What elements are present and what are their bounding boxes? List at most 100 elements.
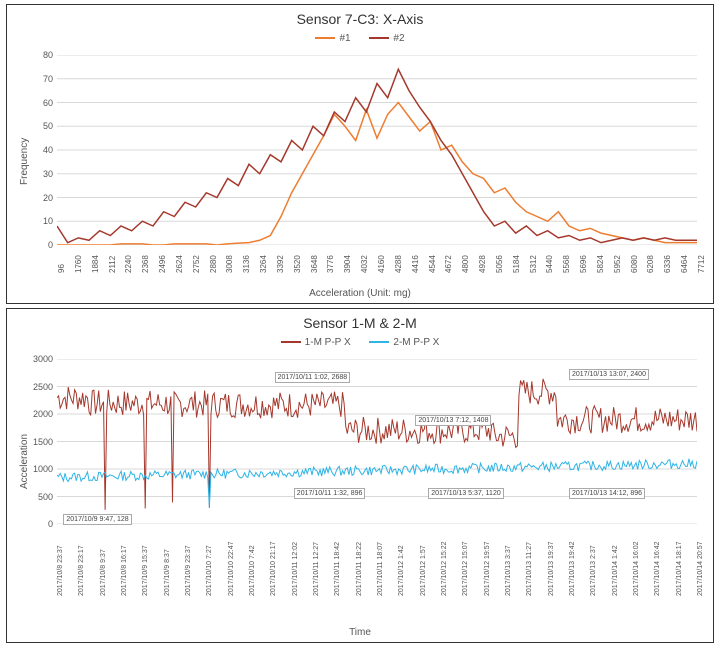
ytick: 50 [25, 121, 53, 131]
ytick: 20 [25, 193, 53, 203]
chart2-legend-item-2: 2-M P-P X [369, 337, 439, 348]
xtick: 5568 [562, 255, 571, 273]
xtick: 2017/10/11 18:22 [356, 542, 363, 596]
legend-swatch-2 [369, 37, 389, 39]
xtick: 7712 [697, 255, 706, 273]
xtick: 4672 [444, 255, 453, 273]
xtick: 5696 [579, 255, 588, 273]
callout: 2017/10/11 1:02, 2688 [275, 372, 351, 383]
legend-swatch-1 [281, 341, 301, 343]
chart1-title: Sensor 7-C3: X-Axis [7, 5, 713, 27]
xtick: 4032 [360, 255, 369, 273]
xtick: 2017/10/12 19:57 [484, 542, 491, 597]
xtick: 2017/10/8 9:37 [100, 549, 107, 596]
xtick: 5184 [512, 255, 521, 273]
xtick: 2017/10/12 1:57 [420, 545, 427, 596]
xtick: 3136 [242, 255, 251, 273]
xtick: 4416 [411, 255, 420, 273]
xtick: 96 [57, 264, 66, 273]
legend-label-1: 1-M P-P X [305, 337, 351, 348]
xtick: 2017/10/13 19:37 [548, 542, 555, 597]
xtick: 2017/10/13 11:27 [526, 542, 533, 596]
legend-swatch-2 [369, 341, 389, 343]
chart2-svg [57, 359, 697, 524]
xtick: 2017/10/9 8:37 [164, 549, 171, 596]
xtick: 2017/10/13 2:37 [590, 545, 597, 596]
chart1-legend-item-1: #1 [315, 33, 350, 44]
chart1-panel: Sensor 7-C3: X-Axis #1 #2 Frequency 0102… [6, 4, 714, 304]
chart2-panel: Sensor 1-M & 2-M 1-M P-P X 2-M P-P X Acc… [6, 308, 714, 643]
xtick: 6080 [630, 255, 639, 273]
callout: 2017/10/13 5:37, 1120 [428, 488, 504, 499]
callout: 2017/10/13 13:07, 2400 [569, 369, 649, 380]
xtick: 2240 [124, 255, 133, 273]
chart2-legend: 1-M P-P X 2-M P-P X [7, 331, 713, 352]
xtick: 2752 [192, 255, 201, 273]
xtick: 2496 [158, 255, 167, 273]
xtick: 2017/10/14 1:42 [612, 545, 619, 596]
xtick: 4928 [478, 255, 487, 273]
ytick: 2000 [25, 409, 53, 419]
xtick: 4160 [377, 255, 386, 273]
ytick: 500 [25, 492, 53, 502]
xtick: 3776 [326, 255, 335, 273]
callout: 2017/10/11 1:32, 896 [294, 488, 366, 499]
xtick: 2017/10/9 15:37 [142, 545, 149, 596]
xtick: 2112 [108, 256, 117, 273]
chart2-title: Sensor 1-M & 2-M [7, 309, 713, 331]
chart1-plot [57, 55, 697, 245]
xtick: 2017/10/8 23:17 [78, 545, 85, 596]
chart2-plot: 2017/10/11 1:02, 26882017/10/13 7:12, 14… [57, 359, 697, 524]
chart1-legend: #1 #2 [7, 27, 713, 48]
ytick: 10 [25, 216, 53, 226]
xtick: 2017/10/8 16:17 [121, 545, 128, 596]
xtick: 2017/10/11 18:07 [377, 542, 384, 596]
xtick: 2017/10/10 7:42 [249, 545, 256, 596]
xtick: 3264 [259, 255, 268, 273]
callout: 2017/10/13 14:12, 896 [569, 488, 645, 499]
chart1-svg [57, 55, 697, 245]
ytick: 1500 [25, 437, 53, 447]
xtick: 2017/10/14 16:42 [654, 542, 661, 597]
xtick: 2017/10/11 12:27 [313, 542, 320, 596]
xtick: 6208 [646, 255, 655, 273]
ytick: 60 [25, 98, 53, 108]
xtick: 2017/10/12 15:22 [441, 542, 448, 597]
legend-swatch-1 [315, 37, 335, 39]
xtick: 2017/10/13 3:37 [505, 545, 512, 596]
xtick: 2017/10/14 16:02 [633, 542, 640, 597]
chart1-legend-item-2: #2 [369, 33, 404, 44]
xtick: 2017/10/8 23:37 [57, 545, 64, 596]
chart2-legend-item-1: 1-M P-P X [281, 337, 351, 348]
ytick: 2500 [25, 382, 53, 392]
ytick: 1000 [25, 464, 53, 474]
xtick: 2368 [141, 255, 150, 273]
xtick: 3648 [310, 255, 319, 273]
xtick: 3520 [293, 255, 302, 273]
ytick: 80 [25, 50, 53, 60]
xtick: 2624 [175, 255, 184, 273]
xtick: 2017/10/14 20:57 [697, 542, 704, 597]
ytick: 0 [25, 240, 53, 250]
xtick: 5312 [529, 255, 538, 273]
xtick: 4288 [394, 255, 403, 273]
xtick: 2017/10/10 21:17 [270, 542, 277, 597]
xtick: 4800 [461, 255, 470, 273]
xtick: 3904 [343, 255, 352, 273]
legend-label-2: 2-M P-P X [393, 337, 439, 348]
xtick: 6336 [663, 255, 672, 273]
ytick: 70 [25, 74, 53, 84]
xtick: 2017/10/10 22:47 [228, 542, 235, 597]
xtick: 5824 [596, 255, 605, 273]
xtick: 2017/10/12 15:07 [462, 542, 469, 597]
ytick: 30 [25, 169, 53, 179]
xtick: 2017/10/14 18:17 [676, 542, 683, 597]
xtick: 3008 [225, 255, 234, 273]
chart1-xlabel: Acceleration (Unit: mg) [7, 288, 713, 299]
xtick: 5056 [495, 255, 504, 273]
xtick: 5440 [545, 255, 554, 273]
ytick: 40 [25, 145, 53, 155]
series-line [57, 459, 697, 508]
ytick: 3000 [25, 354, 53, 364]
legend-label-1: #1 [339, 33, 350, 44]
